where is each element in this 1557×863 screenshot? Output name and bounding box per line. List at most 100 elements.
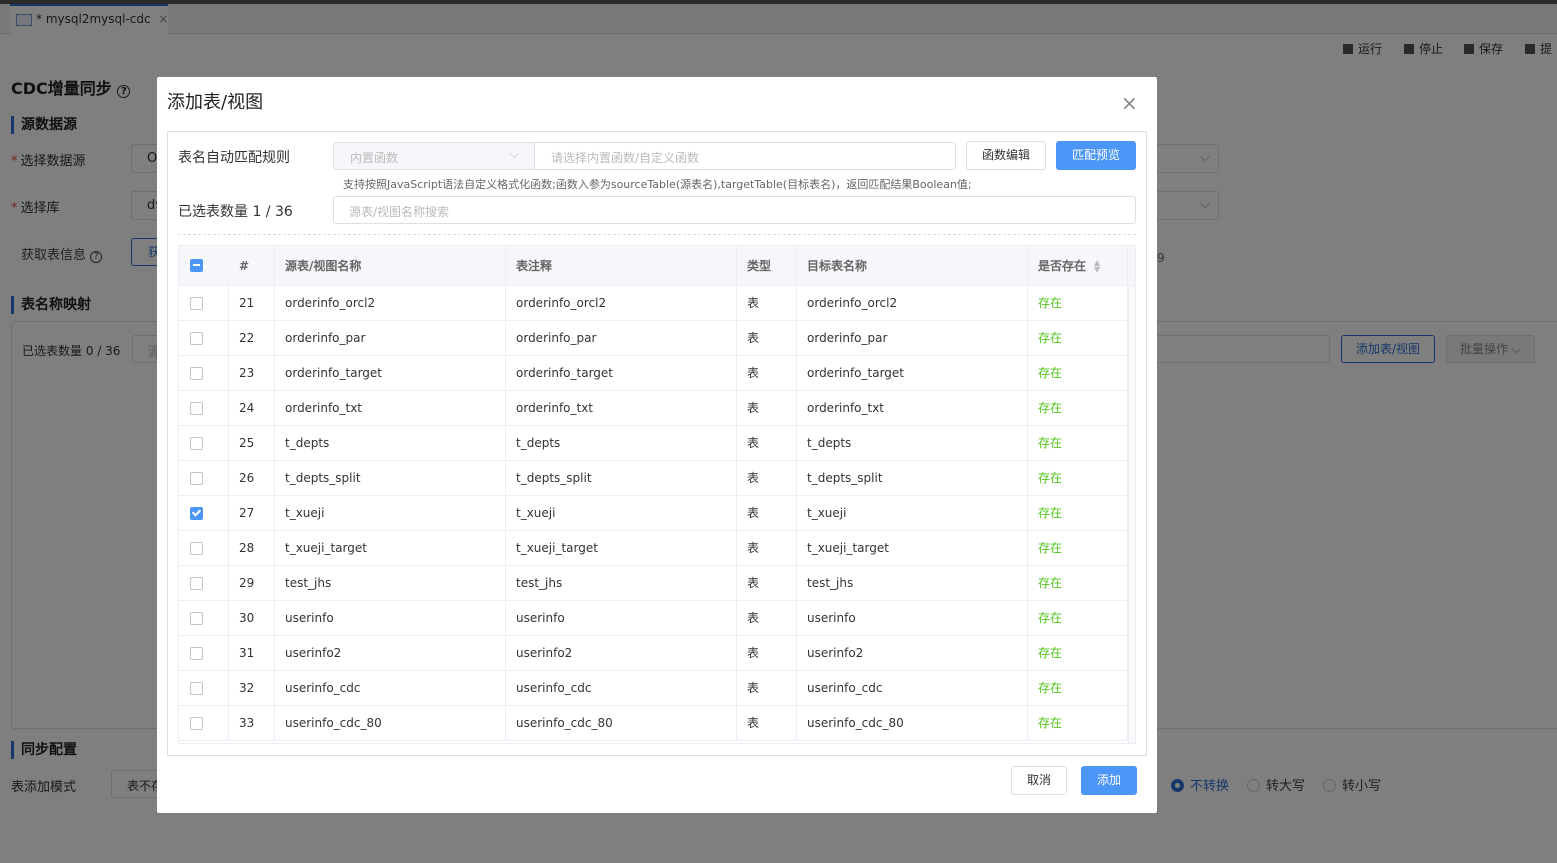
preview-button[interactable]: 匹配预览 <box>1056 141 1136 170</box>
table-cell: 存在 <box>1028 496 1128 531</box>
dialog-close[interactable]: × <box>1121 91 1138 115</box>
table-header <box>179 246 1135 286</box>
row-checkbox-cell <box>179 356 229 391</box>
table-cell: 存在 <box>1028 671 1128 706</box>
table-cell: 存在 <box>1028 286 1128 321</box>
column-header[interactable]: 是否存在 ▲ ▼ <box>1028 246 1128 286</box>
table-cell: 存在 <box>1028 391 1128 426</box>
table-row[interactable]: 31 userinfo2 userinfo2 表 userinfo2 存在 <box>179 636 1128 671</box>
table-cell: orderinfo_par <box>506 321 737 356</box>
row-checkbox[interactable] <box>190 717 203 730</box>
table-cell: orderinfo_txt <box>506 391 737 426</box>
table-cell: 21 <box>229 286 275 321</box>
rule-type-select[interactable]: 内置函数 ⌵ <box>333 142 535 170</box>
table-row[interactable]: 23 orderinfo_target orderinfo_target 表 order… <box>179 356 1128 391</box>
table-cell: 表 <box>737 426 797 461</box>
table-cell: orderinfo_par <box>275 321 506 356</box>
indeterminate-bar <box>193 264 200 266</box>
table-cell: 25 <box>229 426 275 461</box>
table-cell: 存在 <box>1028 636 1128 671</box>
rule-hint: 支持按照JavaScript语法自定义格式化函数;函数入参为sourceTabl… <box>343 178 972 191</box>
rule-input[interactable]: 请选择内置函数/自定义函数 <box>534 142 956 170</box>
row-checkbox-cell <box>179 706 229 741</box>
table-cell: 存在 <box>1028 321 1128 356</box>
table-cell: t_xueji <box>506 496 737 531</box>
row-checkbox[interactable] <box>190 367 203 380</box>
table-cell: orderinfo_orcl2 <box>797 286 1028 321</box>
row-checkbox[interactable] <box>190 402 203 415</box>
column-header: 表注释 <box>506 246 737 286</box>
table-row[interactable]: 24 orderinfo_txt orderinfo_txt 表 orderinfo_t… <box>179 391 1128 426</box>
table-cell: 存在 <box>1028 531 1128 566</box>
table-cell: orderinfo_target <box>506 356 737 391</box>
table: # 源表/视图名称 表注释 类型 目标表名称 是否存在 ▲ ▼ 21 orderinfo_orcl… <box>178 245 1136 744</box>
row-checkbox[interactable] <box>190 577 203 590</box>
column-header: # <box>229 246 275 286</box>
table-row[interactable]: 22 orderinfo_par orderinfo_par 表 orderinfo_p… <box>179 321 1128 356</box>
table-cell: 表 <box>737 566 797 601</box>
table-row[interactable]: 21 orderinfo_orcl2 orderinfo_orcl2 表 orderin… <box>179 286 1128 321</box>
table-row[interactable]: 29 test_jhs test_jhs 表 test_jhs 存在 <box>179 566 1128 601</box>
row-checkbox[interactable] <box>190 332 203 345</box>
row-checkbox[interactable] <box>190 612 203 625</box>
table-cell: 表 <box>737 356 797 391</box>
table-cell: 31 <box>229 636 275 671</box>
table-cell: 表 <box>737 391 797 426</box>
table-cell: 表 <box>737 601 797 636</box>
table-cell: userinfo_cdc_80 <box>275 706 506 741</box>
table-cell: 存在 <box>1028 601 1128 636</box>
row-checkbox[interactable] <box>190 682 203 695</box>
row-checkbox[interactable] <box>190 507 203 520</box>
row-checkbox-cell <box>179 636 229 671</box>
table-row[interactable]: 28 t_xueji_target t_xueji_target 表 t_xueji_t… <box>179 531 1128 566</box>
table-row[interactable]: 33 userinfo_cdc_80 userinfo_cdc_80 表 userinf… <box>179 706 1128 741</box>
row-checkbox-cell <box>179 566 229 601</box>
table-row[interactable]: 32 userinfo_cdc userinfo_cdc 表 userinfo_cdc 存… <box>179 671 1128 706</box>
search-input[interactable]: 源表/视图名称搜索 <box>333 196 1136 224</box>
arrow: ⌵ <box>510 147 520 161</box>
table-cell: orderinfo_target <box>797 356 1028 391</box>
row-checkbox[interactable] <box>190 647 203 660</box>
table-cell: 26 <box>229 461 275 496</box>
table-cell: 30 <box>229 601 275 636</box>
row-checkbox[interactable] <box>190 542 203 555</box>
table-cell: userinfo <box>275 601 506 636</box>
table-cell: 32 <box>229 671 275 706</box>
column-header: 目标表名称 <box>797 246 1028 286</box>
table-cell: orderinfo_target <box>275 356 506 391</box>
table-row[interactable]: 25 t_depts t_depts 表 t_depts 存在 <box>179 426 1128 461</box>
table-cell: t_xueji <box>275 496 506 531</box>
row-checkbox[interactable] <box>190 297 203 310</box>
table-cell: t_depts <box>275 426 506 461</box>
table-row[interactable]: 30 userinfo userinfo 表 userinfo 存在 <box>179 601 1128 636</box>
table-cell: 22 <box>229 321 275 356</box>
table-cell: t_xueji_target <box>275 531 506 566</box>
select-value: 内置函数 <box>350 151 399 165</box>
check-mark <box>191 507 202 517</box>
table-cell: userinfo <box>506 601 737 636</box>
header-checkbox[interactable] <box>190 259 203 272</box>
table-row[interactable]: 27 t_xueji t_xueji 表 t_xueji 存在 <box>179 496 1128 531</box>
dialog: 添加表/视图 × 表名自动匹配规则 内置函数 ⌵ 请选择内置函数/自定义函数 函数… <box>157 77 1157 813</box>
table-cell: 表 <box>737 461 797 496</box>
table-cell: orderinfo_orcl2 <box>275 286 506 321</box>
table-cell: t_depts <box>506 426 737 461</box>
column-header: 源表/视图名称 <box>275 246 506 286</box>
row-checkbox[interactable] <box>190 472 203 485</box>
placeholder: 源表/视图名称搜索 <box>349 205 450 219</box>
confirm-button[interactable]: 添加 <box>1081 766 1137 795</box>
table-cell: 33 <box>229 706 275 741</box>
table-cell: 表 <box>737 706 797 741</box>
table-cell: 存在 <box>1028 566 1128 601</box>
row-checkbox-cell <box>179 426 229 461</box>
table-row[interactable]: 26 t_depts_split t_depts_split 表 t_depts_spl… <box>179 461 1128 496</box>
cancel-button[interactable]: 取消 <box>1011 766 1067 795</box>
table-cell: t_depts_split <box>797 461 1028 496</box>
row-checkbox[interactable] <box>190 437 203 450</box>
dialog-title: 添加表/视图 <box>167 92 264 113</box>
edit-button[interactable]: 函数编辑 <box>966 141 1046 170</box>
placeholder: 请选择内置函数/自定义函数 <box>551 151 700 165</box>
sort-icon: ▲ ▼ <box>1094 258 1101 274</box>
scrollbar-track <box>1128 286 1135 743</box>
table-cell: orderinfo_par <box>797 321 1028 356</box>
